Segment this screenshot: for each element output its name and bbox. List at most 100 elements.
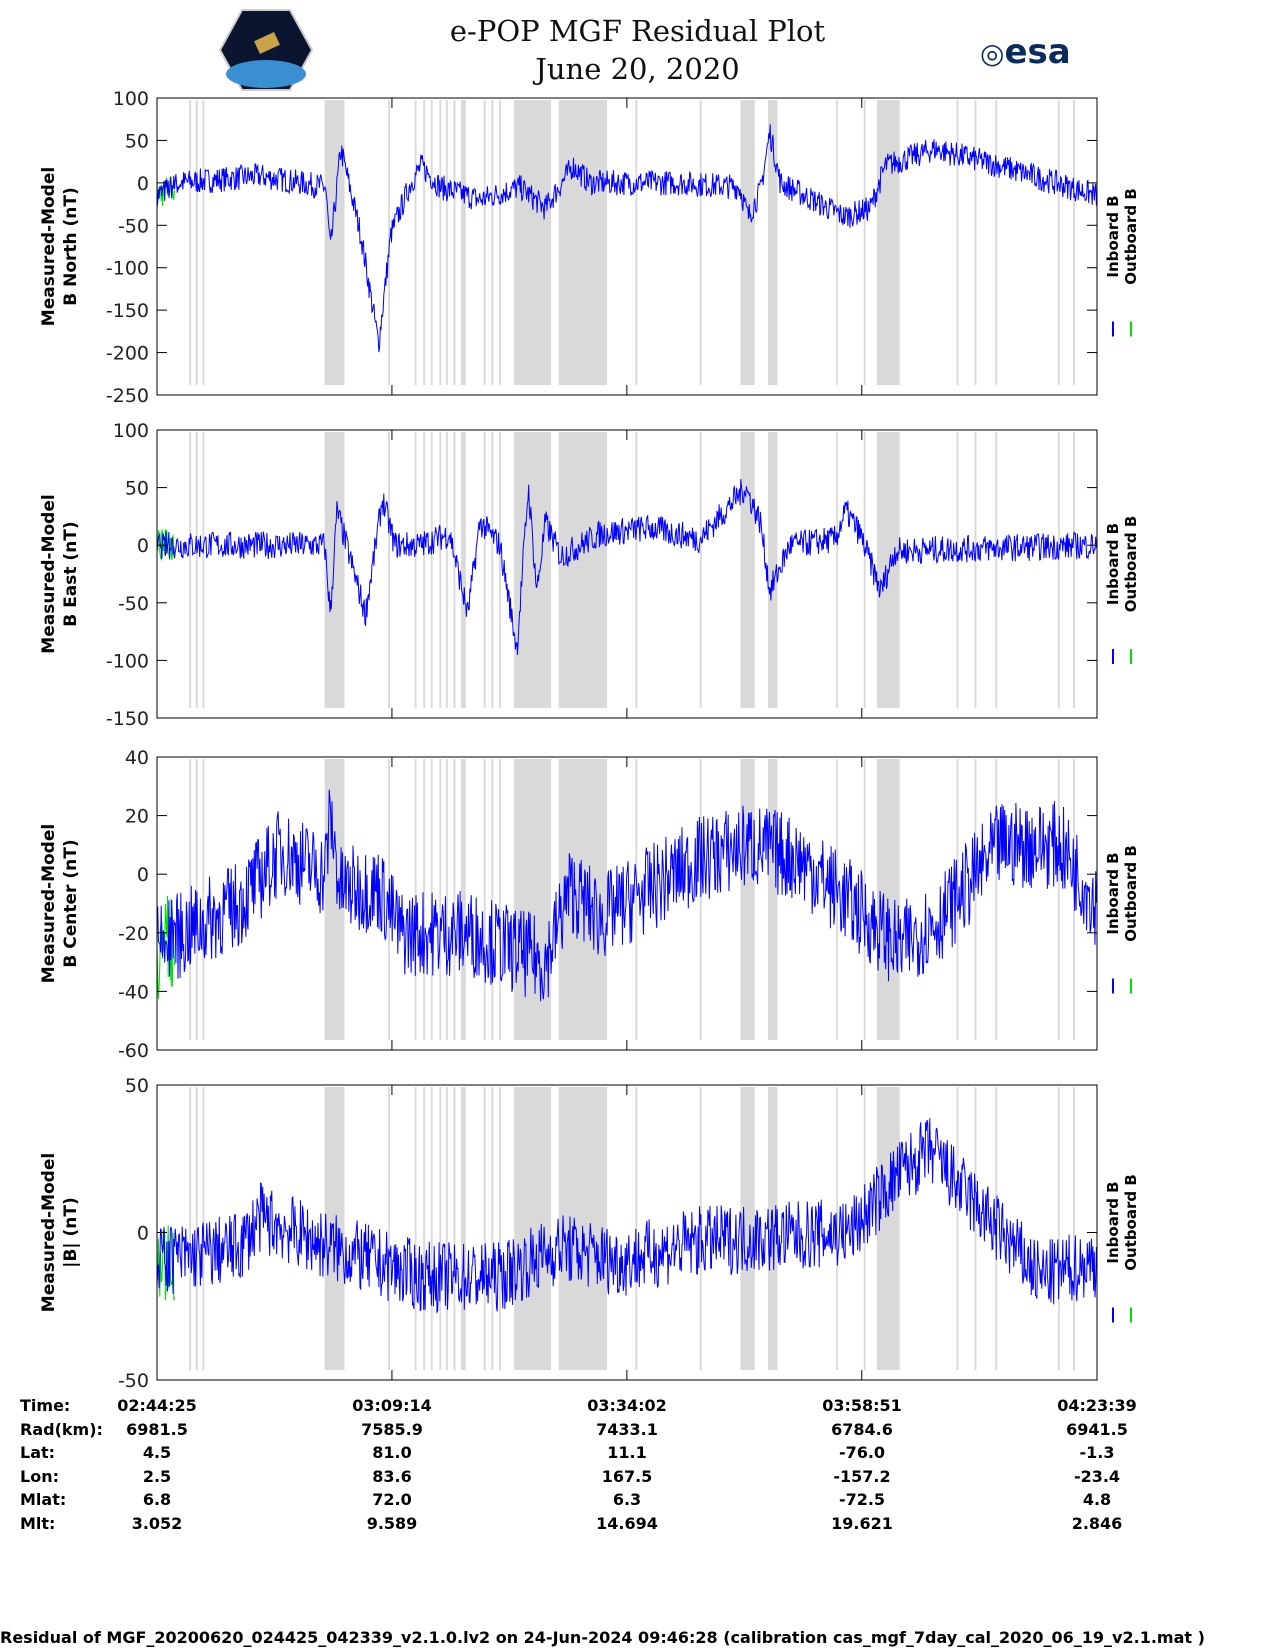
y-axis-label: Measured-Model — [39, 824, 59, 983]
y-tick-label: -50 — [118, 1370, 149, 1392]
flagged-interval — [491, 100, 494, 385]
flagged-interval — [498, 432, 501, 708]
flagged-interval — [995, 432, 998, 708]
y-tick-label: -60 — [118, 1040, 149, 1062]
flagged-interval — [699, 432, 702, 708]
outboard-b-series — [156, 895, 175, 999]
flagged-interval — [324, 432, 345, 708]
ephemeris-value: 167.5 — [601, 1466, 653, 1486]
flagged-interval — [202, 100, 205, 385]
flagged-interval — [1073, 1087, 1075, 1370]
flagged-interval — [324, 1087, 345, 1370]
flagged-interval — [768, 759, 778, 1040]
flagged-interval — [635, 1087, 638, 1370]
ephemeris-value: 6941.5 — [1066, 1419, 1128, 1439]
flagged-interval — [189, 759, 192, 1040]
flagged-interval — [514, 1087, 552, 1370]
y-tick-label: 0 — [137, 864, 149, 886]
y-tick-label: -150 — [106, 708, 149, 730]
ephemeris-value: 02:44:25 — [117, 1396, 197, 1415]
ephemeris-value: 83.6 — [372, 1466, 412, 1486]
flagged-interval — [740, 100, 755, 385]
flagged-interval — [740, 432, 755, 708]
legend-label: Outboard B — [1122, 516, 1140, 613]
flagged-interval — [414, 432, 417, 708]
ephemeris-label: Mlat: — [20, 1490, 67, 1509]
flagged-interval — [195, 432, 198, 708]
flagged-interval — [453, 1087, 456, 1370]
flagged-interval — [453, 759, 456, 1040]
ephemeris-value: 2.846 — [1071, 1513, 1123, 1533]
ephemeris-value: 11.1 — [607, 1443, 647, 1462]
y-axis-label: B North (nT) — [61, 187, 81, 306]
flagged-interval — [768, 100, 778, 385]
flagged-interval — [558, 100, 607, 385]
plot-date: June 20, 2020 — [535, 52, 740, 86]
flagged-interval — [956, 1087, 959, 1370]
axes-box — [156, 97, 1098, 396]
inboard-b-series — [156, 478, 1097, 656]
legend-label: Inboard B — [1104, 523, 1122, 605]
flagged-interval — [414, 100, 417, 385]
flagged-interval — [324, 100, 345, 385]
ephemeris-value: -23.4 — [1073, 1466, 1121, 1486]
flagged-interval — [439, 100, 442, 385]
y-axis-label: Measured-Model — [39, 494, 59, 653]
y-axis-label: Measured-Model — [39, 167, 59, 326]
flagged-interval — [498, 759, 501, 1040]
flagged-interval — [863, 432, 866, 708]
flagged-interval — [461, 432, 466, 708]
flagged-interval — [195, 1087, 198, 1370]
ephemeris-value: 4.5 — [142, 1443, 172, 1462]
ephemeris-value: 04:23:39 — [1057, 1396, 1137, 1415]
flagged-interval — [836, 100, 839, 385]
ephemeris-value: -157.2 — [833, 1466, 891, 1486]
flagged-interval — [423, 100, 426, 385]
legend-label: Outboard B — [1122, 1174, 1140, 1271]
ephemeris-value: -72.5 — [838, 1490, 886, 1509]
flagged-interval — [514, 759, 552, 1040]
flagged-interval — [514, 100, 552, 385]
flagged-interval — [388, 432, 391, 708]
flagged-interval — [876, 759, 900, 1040]
flagged-interval — [1057, 1087, 1060, 1370]
y-tick-label: -20 — [118, 923, 149, 945]
axes-box — [156, 756, 1098, 1051]
flagged-interval — [439, 1087, 442, 1370]
y-tick-label: -50 — [118, 593, 149, 615]
y-axis-label: B East (nT) — [61, 521, 81, 626]
flagged-interval — [995, 759, 998, 1040]
outboard-b-series — [156, 1225, 175, 1301]
ephemeris-value: 03:34:02 — [587, 1396, 667, 1415]
flagged-interval — [635, 432, 638, 708]
ephemeris-value: 4.8 — [1082, 1490, 1112, 1509]
cassiope-logo — [218, 9, 314, 91]
y-tick-label: 20 — [125, 806, 149, 828]
y-tick-label: -250 — [106, 385, 149, 407]
flagged-interval — [483, 432, 486, 708]
ephemeris-value: 9.589 — [366, 1513, 418, 1533]
flagged-interval — [423, 1087, 426, 1370]
y-tick-label: 50 — [125, 130, 149, 152]
y-tick-label: 100 — [113, 420, 149, 442]
ephemeris-value: 14.694 — [596, 1513, 658, 1533]
flagged-interval — [995, 100, 998, 385]
ephemeris-label: Lon: — [20, 1466, 59, 1486]
inboard-b-series — [156, 1118, 1097, 1315]
y-tick-label: 40 — [125, 747, 149, 769]
flagged-interval — [876, 1087, 900, 1370]
ephemeris-value: 6784.6 — [831, 1419, 893, 1439]
y-tick-label: -150 — [106, 300, 149, 322]
panel-1: 100 50 0 -50 -100 -150 -200 -250 Measured-Model B… — [39, 88, 1140, 407]
flagged-interval — [483, 100, 486, 385]
flagged-interval — [445, 100, 448, 385]
flagged-interval — [635, 759, 638, 1040]
ephemeris-value: 03:58:51 — [822, 1396, 902, 1415]
flagged-interval — [863, 100, 866, 385]
ephemeris-value: 2.5 — [142, 1466, 172, 1486]
flagged-interval — [635, 100, 638, 385]
ephemeris-value: 6981.5 — [126, 1419, 188, 1439]
ephemeris-label: Mlt: — [20, 1513, 56, 1533]
flagged-interval — [740, 1087, 755, 1370]
